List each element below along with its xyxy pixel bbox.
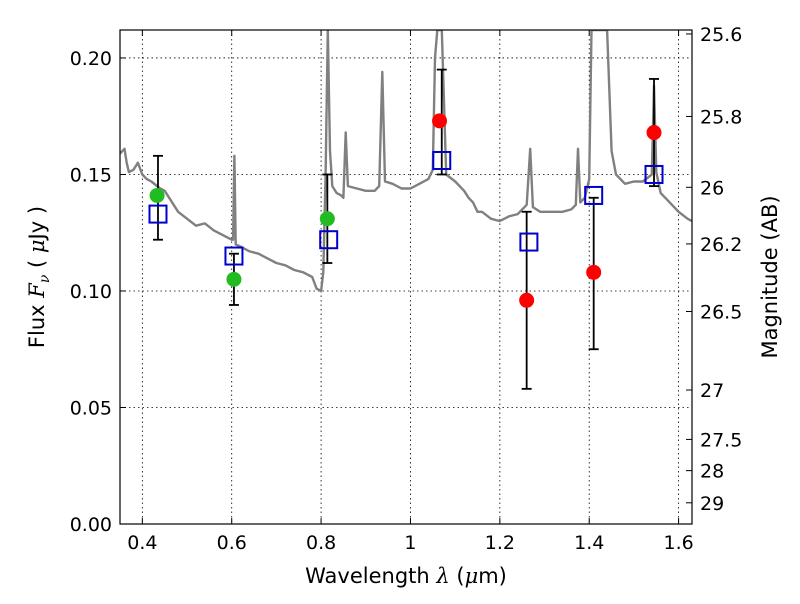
data-point-square — [432, 150, 452, 170]
spectrum-line — [120, 30, 692, 293]
data-point-square — [584, 185, 604, 205]
data-point-circle — [226, 271, 242, 287]
data-point-circle — [149, 187, 165, 203]
x-tick-label: 0.6 — [217, 532, 247, 554]
y-tick-label: 0.10 — [70, 281, 112, 303]
y-tick-label: 0.15 — [70, 164, 112, 186]
y2-axis-label: Magnitude (AB) — [758, 195, 782, 358]
y2-tick-label: 26.2 — [700, 234, 742, 256]
x-tick-label: 0.8 — [306, 532, 336, 554]
x-tick-label: 1.6 — [663, 532, 693, 554]
y-tick-label: 0.05 — [70, 397, 112, 419]
axis-ticks: 0.4 0.6 0.8 1 1.2 1.4 1.6 0.00 0.05 0.10 0.15 0.20 2… — [70, 24, 743, 554]
x-tick-label: 1.2 — [485, 532, 515, 554]
data-point-square — [319, 230, 339, 250]
data-point-circle — [519, 292, 535, 308]
data-point-circle — [586, 264, 602, 280]
y2-tick-label: 29 — [700, 493, 724, 515]
x-tick-label: 1 — [404, 532, 416, 554]
x-tick-label: 1.4 — [574, 532, 604, 554]
data-point-square — [644, 164, 664, 184]
y-tick-label: 0.00 — [70, 514, 112, 536]
data-point-circle — [646, 125, 662, 141]
y2-tick-label: 27.5 — [700, 429, 742, 451]
data-point-square — [224, 246, 244, 266]
data-point-square — [519, 232, 539, 252]
y2-tick-label: 27 — [700, 380, 724, 402]
y2-tick-label: 25.6 — [700, 24, 742, 46]
y2-tick-label: 26 — [700, 177, 724, 199]
y2-tick-label: 26.5 — [700, 301, 742, 323]
y2-tick-label: 28 — [700, 461, 724, 483]
y-tick-label: 0.20 — [70, 48, 112, 70]
x-axis-label: Wavelength λ (μm) — [305, 564, 507, 588]
x-tick-label: 0.4 — [127, 532, 157, 554]
plot-area — [120, 30, 692, 390]
data-point-circle — [319, 211, 335, 227]
data-point-square — [148, 204, 168, 224]
data-point-circle — [432, 113, 448, 129]
y2-tick-label: 25.8 — [700, 106, 742, 128]
plot-frame — [119, 29, 693, 525]
y-axis-label: Flux Fν ( μJy ) — [25, 206, 53, 348]
